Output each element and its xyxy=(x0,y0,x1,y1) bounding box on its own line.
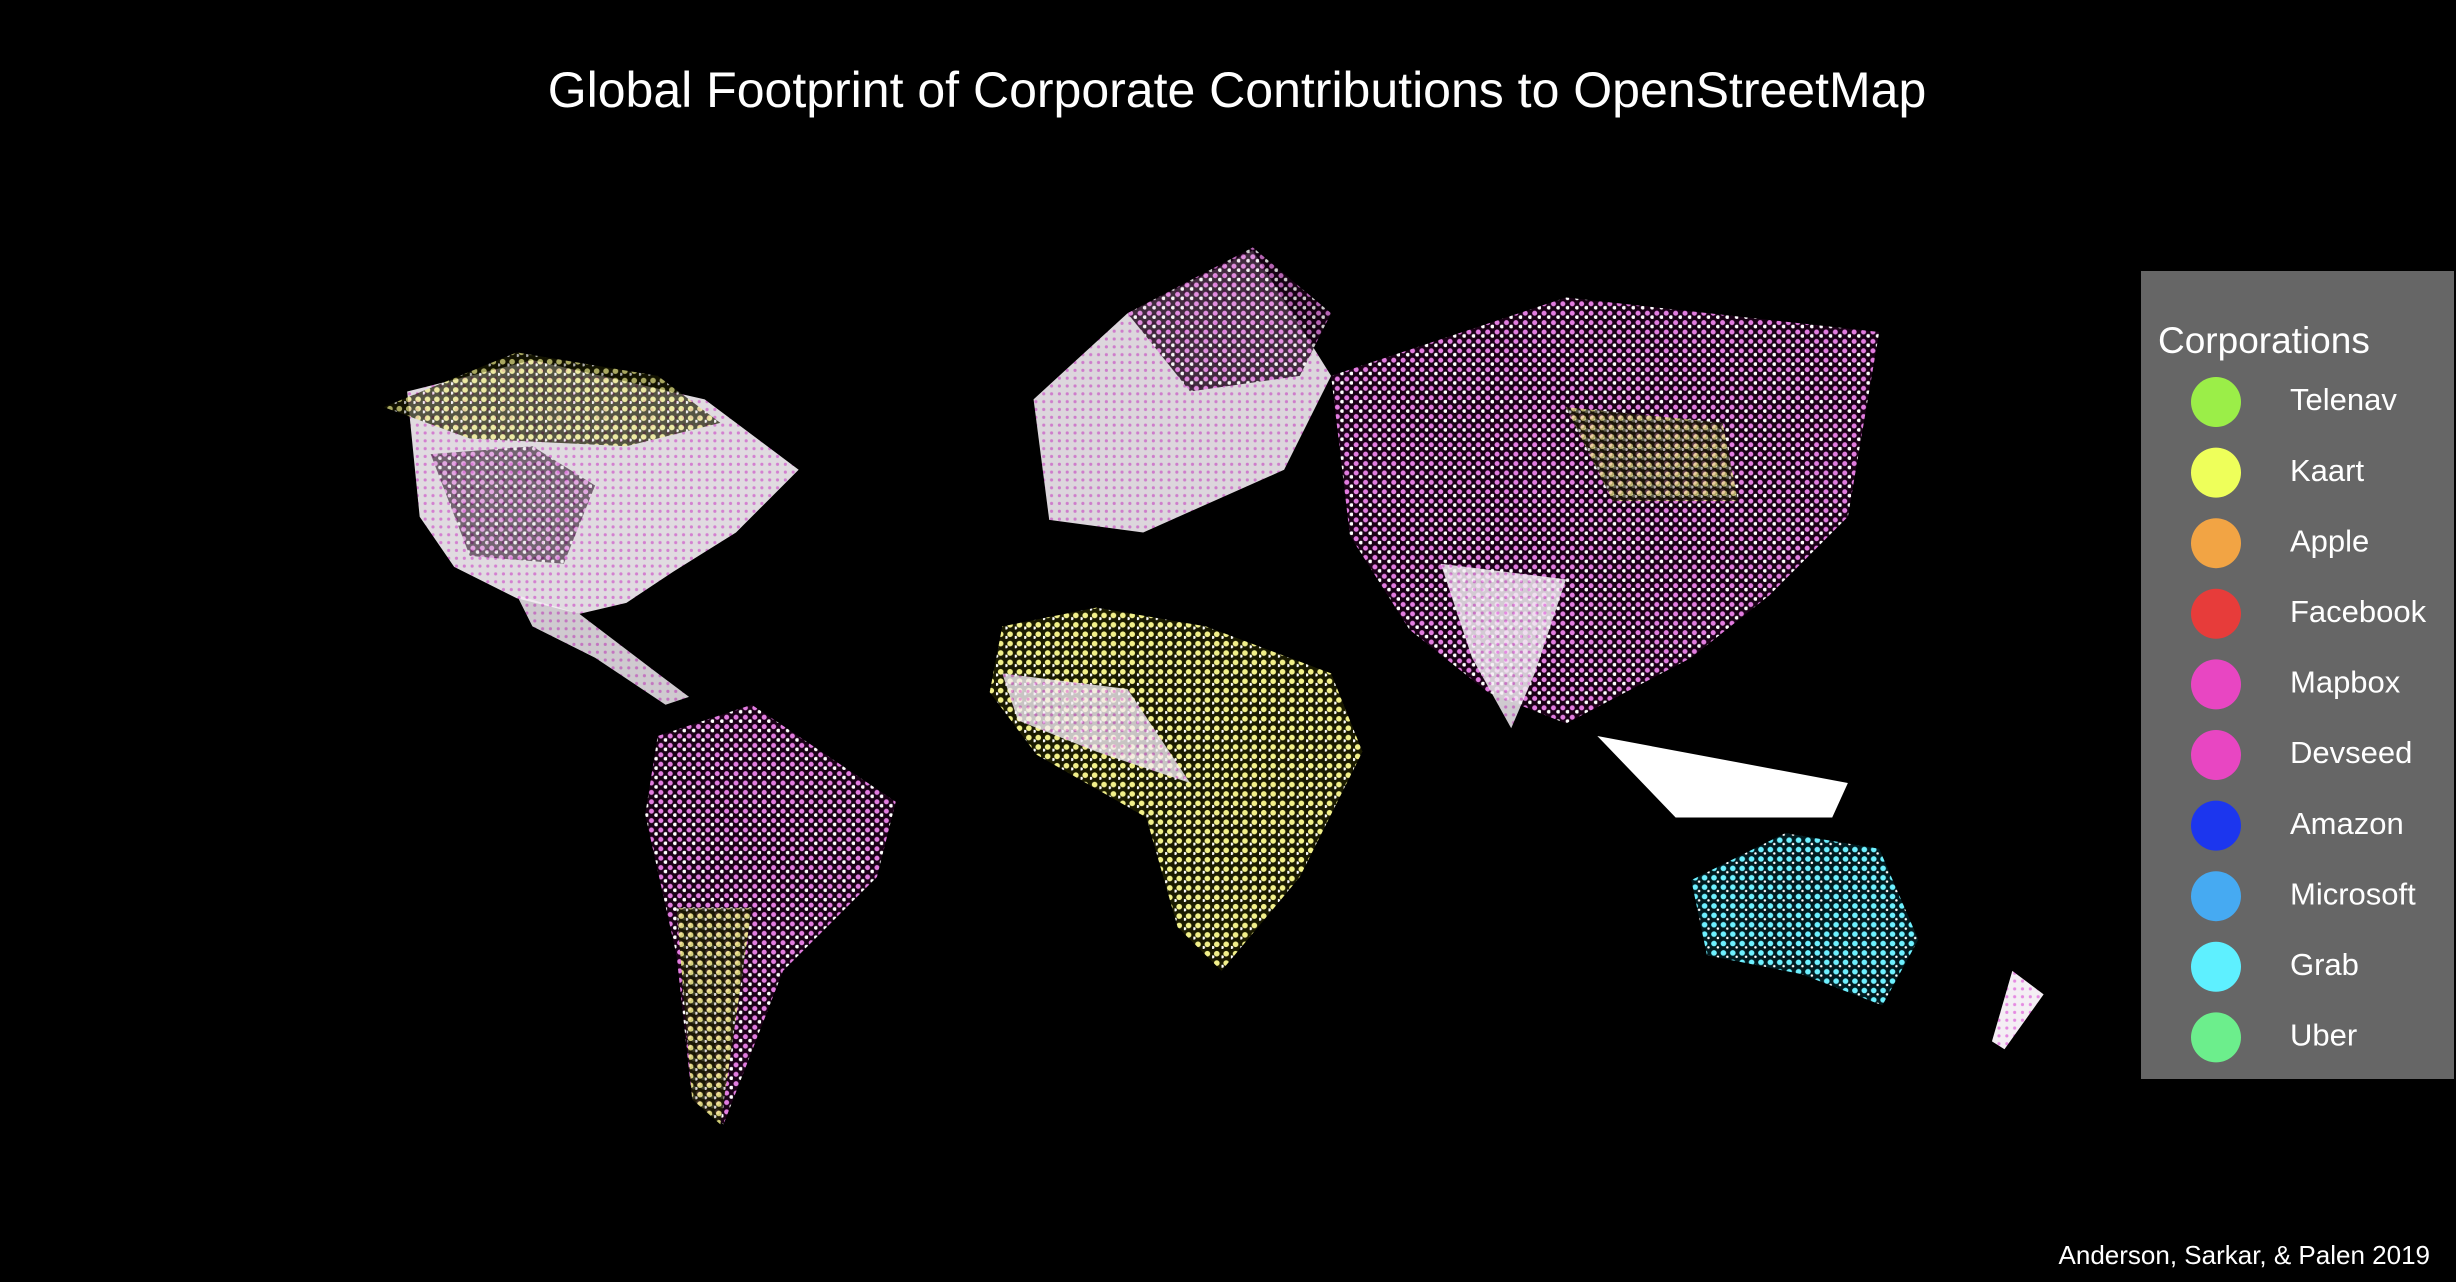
africa-west xyxy=(1002,673,1191,783)
legend-label: Apple xyxy=(2290,523,2369,558)
legend-label: Grab xyxy=(2290,947,2359,982)
legend-label: Amazon xyxy=(2290,806,2404,841)
legend-label: Uber xyxy=(2290,1018,2357,1053)
legend-label: Mapbox xyxy=(2290,665,2401,700)
legend-swatch xyxy=(2191,377,2241,427)
new-zealand xyxy=(1991,970,2044,1050)
legend-label: Telenav xyxy=(2290,382,2397,417)
legend-label: Microsoft xyxy=(2290,876,2416,911)
asia-north xyxy=(1566,407,1739,502)
legend-label: Kaart xyxy=(2290,453,2364,488)
legend-swatch xyxy=(2191,871,2241,922)
asia xyxy=(1331,297,1880,724)
legend-swatch xyxy=(2191,518,2241,569)
legend-swatch xyxy=(2191,659,2241,710)
legend-swatch xyxy=(2191,447,2241,498)
continents xyxy=(383,247,2044,1125)
credit: Anderson, Sarkar, & Palen 2019 xyxy=(2059,1240,2430,1270)
north-america-north xyxy=(383,352,721,447)
legend-title: Corporations xyxy=(2158,320,2370,361)
australia xyxy=(1691,833,1919,1006)
indonesia xyxy=(1597,736,1848,818)
south-america-south xyxy=(676,908,752,1125)
legend-swatch xyxy=(2191,730,2241,780)
legend-items: Telenav Kaart Apple Facebook Mapbox Devseed Am… xyxy=(2191,377,2427,1063)
legend-swatch xyxy=(2191,941,2241,992)
india xyxy=(1440,563,1566,729)
europe-north xyxy=(1127,247,1332,392)
map-title: Global Footprint of Corporate Contributi… xyxy=(548,62,1927,118)
legend-swatch xyxy=(2191,1012,2241,1063)
legend-label: Facebook xyxy=(2290,594,2427,629)
africa xyxy=(989,607,1363,971)
legend-swatch xyxy=(2191,588,2241,639)
north-america-overlay xyxy=(430,446,596,564)
legend-label: Devseed xyxy=(2290,735,2412,770)
central-america xyxy=(516,595,690,705)
legend-swatch xyxy=(2191,800,2241,851)
